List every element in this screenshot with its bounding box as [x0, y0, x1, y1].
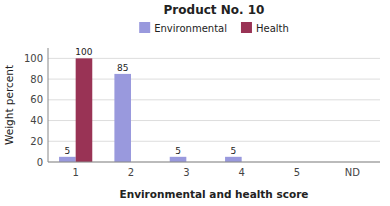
legend-swatch [241, 22, 252, 33]
grid-line [48, 141, 380, 142]
y-tick-label: 60 [30, 94, 43, 105]
x-tick-label: ND [345, 167, 360, 178]
bar [59, 157, 76, 162]
data-label: 5 [64, 146, 70, 156]
y-tick-label: 80 [30, 74, 43, 85]
data-label: 5 [230, 146, 236, 156]
x-tick-label: 5 [294, 167, 300, 178]
x-tick-label: 4 [238, 167, 244, 178]
grid-line [48, 120, 380, 121]
bar [170, 157, 187, 162]
bar [76, 58, 93, 162]
grid-line [48, 58, 380, 59]
grid-line [48, 162, 380, 163]
x-axis-label: Environmental and health score [119, 188, 308, 200]
chart-title: Product No. 10 [164, 3, 265, 17]
legend-item: Environmental [139, 22, 227, 34]
x-tick-label: 3 [183, 167, 189, 178]
data-labels: 5 85 5 5 100 [64, 47, 236, 155]
y-tick-label: 40 [30, 115, 43, 126]
legend-swatch [139, 22, 150, 33]
bars [59, 58, 242, 162]
x-tick-label: 1 [72, 167, 78, 178]
y-axis-line [48, 48, 49, 162]
legend: Environmental Health [139, 22, 289, 34]
data-label: 100 [75, 47, 92, 57]
chart-container: Product No. 10 0 20 40 60 80 100 5 85 5 5 100 1 2 3 4 5 N… [0, 0, 390, 206]
chart-svg: Product No. 10 0 20 40 60 80 100 5 85 5 5 100 1 2 3 4 5 N… [0, 0, 390, 206]
grid-line [48, 79, 380, 80]
y-tick-label: 100 [24, 53, 43, 64]
y-grid [48, 58, 380, 162]
legend-item: Health [241, 22, 289, 34]
x-axis-line [48, 162, 380, 163]
legend-label: Environmental [154, 23, 227, 34]
bar [225, 157, 242, 162]
grid-line [48, 99, 380, 100]
data-label: 85 [117, 63, 128, 73]
data-label: 5 [175, 146, 181, 156]
y-tick-label: 20 [30, 136, 43, 147]
bar [114, 74, 131, 162]
legend-label: Health [256, 23, 289, 34]
x-tick-label: 2 [128, 167, 134, 178]
y-tick-label: 0 [37, 157, 43, 168]
y-axis-label: Weight percent [3, 65, 15, 145]
